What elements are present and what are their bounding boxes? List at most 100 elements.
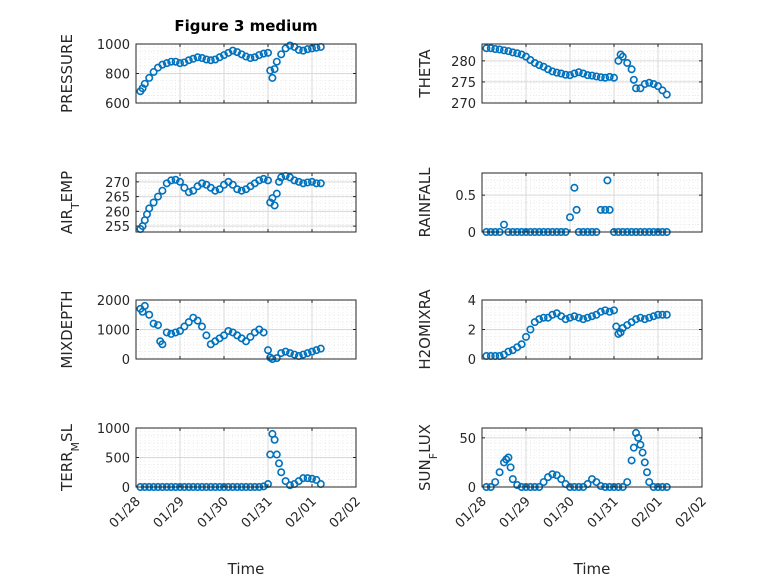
data-point <box>171 175 180 184</box>
data-point <box>495 45 504 54</box>
data-point <box>303 349 312 358</box>
data-point <box>517 340 526 349</box>
data-point <box>140 301 149 310</box>
data-point <box>268 73 277 82</box>
data-point <box>277 50 286 59</box>
data-point <box>513 49 522 58</box>
y-tick-label: 0 <box>468 226 476 241</box>
data-point <box>631 315 640 324</box>
data-point <box>272 189 281 198</box>
data-point <box>272 57 281 66</box>
data-point <box>570 312 579 321</box>
data-point <box>539 313 548 322</box>
data-point <box>158 186 167 195</box>
data-point <box>307 347 316 356</box>
axes-box <box>481 427 703 488</box>
data-point <box>193 316 202 325</box>
data-point <box>259 328 268 337</box>
data-point <box>513 481 522 490</box>
data-point <box>180 183 189 192</box>
data-point <box>176 59 185 68</box>
data-point <box>277 349 286 358</box>
y-tick-label: 0 <box>122 353 130 368</box>
data-point <box>277 173 286 182</box>
data-point <box>627 65 636 74</box>
data-point <box>517 50 526 59</box>
y-tick-label: 600 <box>105 97 130 112</box>
data-point <box>645 478 654 487</box>
data-point <box>638 448 647 457</box>
y-tick-label: 1000 <box>97 422 130 437</box>
data-point <box>303 45 312 54</box>
data-point <box>270 435 279 444</box>
data-point <box>277 468 286 477</box>
data-point <box>640 315 649 324</box>
data-point <box>506 463 515 472</box>
data-point <box>202 331 211 340</box>
data-point <box>246 54 255 63</box>
data-point <box>162 328 171 337</box>
data-point <box>535 61 544 70</box>
data-point <box>299 474 308 483</box>
data-point <box>653 82 662 91</box>
y-tick-label: 0 <box>468 353 476 368</box>
y-axis-label: AIRTEMP <box>58 171 82 234</box>
data-point <box>316 480 325 489</box>
data-point <box>171 328 180 337</box>
data-point <box>158 340 167 349</box>
data-point <box>636 84 645 93</box>
y-tick-label: 270 <box>105 176 130 191</box>
data-point <box>299 179 308 188</box>
data-point <box>255 51 264 60</box>
data-point <box>605 307 614 316</box>
x-axis-label: Time <box>573 560 611 578</box>
data-point <box>149 198 158 207</box>
data-point <box>215 185 224 194</box>
data-point <box>167 57 176 66</box>
data-point <box>623 58 632 67</box>
data-point <box>508 48 517 57</box>
data-point <box>642 468 651 477</box>
data-point <box>259 174 268 183</box>
data-point <box>526 325 535 334</box>
data-point <box>645 313 654 322</box>
data-point <box>565 213 574 222</box>
y-tick-label: 2 <box>468 324 476 339</box>
data-point <box>636 313 645 322</box>
data-point <box>561 70 570 79</box>
data-point <box>499 220 508 229</box>
data-point <box>552 68 561 77</box>
data-point <box>603 176 612 185</box>
x-axis-label: Time <box>227 560 265 578</box>
data-point <box>486 44 495 53</box>
data-point <box>281 477 290 486</box>
y-tick-label: 255 <box>105 220 130 235</box>
data-point <box>307 474 316 483</box>
y-tick-label: 0 <box>122 481 130 496</box>
data-point <box>482 44 491 53</box>
data-point <box>504 453 513 462</box>
data-point <box>307 177 316 186</box>
data-point <box>530 58 539 67</box>
x-tick-label: 01/30 <box>195 494 232 531</box>
x-tick-label: 01/28 <box>107 494 144 531</box>
data-point <box>640 458 649 467</box>
y-tick-label: 1000 <box>97 324 130 339</box>
data-point <box>631 84 640 93</box>
subplot-1: 600 800 1000 PRESSURE <box>58 34 357 113</box>
axes-box <box>481 43 703 104</box>
data-point <box>508 475 517 484</box>
data-point <box>154 321 163 330</box>
y-axis-label: SUNFLUX <box>416 424 440 491</box>
data-point <box>285 41 294 50</box>
data-point <box>255 176 264 185</box>
data-point <box>570 69 579 78</box>
data-point <box>609 73 618 82</box>
y-axis-label: H2OMIXRA <box>416 289 434 370</box>
data-point <box>189 186 198 195</box>
subplot-4: 0 0.5 RAINFALL <box>416 167 703 241</box>
data-point <box>154 192 163 201</box>
data-point <box>242 337 251 346</box>
